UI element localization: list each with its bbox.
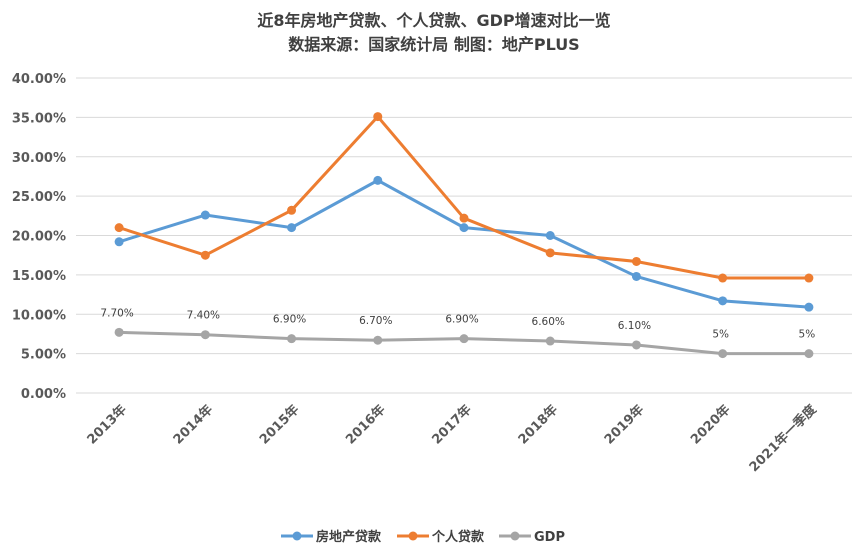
- data-point: [200, 250, 210, 260]
- data-point: [631, 256, 641, 266]
- data-point: [373, 112, 383, 122]
- x-tick-label: 2014年: [170, 402, 216, 448]
- data-point: [287, 205, 297, 215]
- data-point: [718, 273, 728, 283]
- x-tick-label: 2021年一季度: [746, 401, 820, 475]
- data-point: [545, 231, 555, 240]
- x-tick-label: 2013年: [84, 402, 130, 448]
- y-tick-label: 10.00%: [12, 308, 66, 323]
- y-tick-label: 20.00%: [12, 230, 66, 245]
- data-point: [718, 349, 728, 359]
- data-point: [459, 223, 469, 233]
- data-label: 6.90%: [273, 314, 306, 326]
- data-label: 5%: [799, 329, 816, 341]
- y-tick-label: 15.00%: [12, 269, 66, 284]
- y-tick-label: 25.00%: [12, 190, 66, 205]
- data-label: 6.60%: [532, 316, 565, 328]
- legend-entry: 房地产贷款: [281, 529, 382, 545]
- chart-title: 近8年房地产贷款、个人贷款、GDP增速对比一览: [257, 11, 610, 30]
- x-tick-label: 2015年: [256, 402, 302, 448]
- data-point: [114, 327, 124, 337]
- gridlines: [76, 77, 852, 394]
- series-0: [114, 175, 814, 312]
- y-tick-label: 35.00%: [12, 111, 66, 126]
- legend-label: GDP: [534, 530, 565, 545]
- x-tick-label: 2017年: [429, 402, 475, 448]
- data-point: [459, 213, 469, 223]
- data-point: [200, 210, 210, 220]
- legend-label: 个人贷款: [431, 529, 485, 545]
- x-tick-label: 2019年: [601, 402, 647, 448]
- data-label: 6.90%: [445, 314, 478, 326]
- data-point: [804, 302, 814, 312]
- data-label: 5%: [712, 329, 729, 341]
- data-labels: 7.70% 7.40% 6.90% 6.70% 6.90% 6.60% 6.10% 5% 5%: [100, 307, 815, 340]
- series-group: [114, 112, 814, 359]
- legend-marker: [292, 531, 302, 541]
- data-point: [459, 334, 469, 344]
- data-point: [114, 223, 124, 233]
- data-label: 7.40%: [187, 310, 220, 322]
- x-tick-label: 2016年: [343, 402, 389, 448]
- data-point: [200, 330, 210, 340]
- y-tick-label: 30.00%: [12, 151, 66, 166]
- legend-label: 房地产贷款: [316, 529, 382, 545]
- data-label: 6.70%: [359, 315, 392, 327]
- data-point: [718, 296, 728, 306]
- data-label: 7.70%: [100, 307, 133, 319]
- data-point: [287, 223, 297, 233]
- x-tick-label: 2018年: [515, 402, 561, 448]
- data-point: [114, 237, 124, 247]
- series-line: [117, 115, 811, 280]
- x-axis-ticks: 2013年 2014年 2015年 2016年 2017年 2018年 2019年 2020年…: [84, 401, 821, 475]
- legend-entry: 个人贷款: [397, 529, 485, 545]
- data-point: [545, 248, 555, 258]
- series-2: [114, 327, 814, 359]
- series-1: [114, 112, 814, 283]
- data-label: 6.10%: [618, 320, 651, 332]
- y-tick-label: 5.00%: [21, 348, 66, 363]
- data-point: [804, 349, 814, 359]
- legend-marker: [510, 531, 520, 541]
- y-tick-label: 40.00%: [12, 72, 66, 87]
- chart-subtitle: 数据来源：国家统计局 制图：地产PLUS: [288, 35, 579, 54]
- data-point: [373, 175, 383, 185]
- y-axis-ticks: 0.00% 5.00% 10.00% 15.00% 20.00% 25.00% 30.00%…: [12, 72, 66, 402]
- data-point: [631, 271, 641, 281]
- data-point: [631, 340, 641, 350]
- y-tick-label: 0.00%: [21, 387, 66, 402]
- x-tick-label: 2020年: [687, 402, 733, 448]
- data-point: [804, 273, 814, 283]
- legend-marker: [408, 531, 418, 541]
- series-line: [117, 178, 811, 309]
- data-point: [545, 336, 555, 346]
- data-point: [373, 335, 383, 345]
- legend-entry: GDP: [499, 530, 565, 545]
- data-point: [287, 334, 297, 344]
- legend: 房地产贷款 个人贷款 GDP: [281, 529, 565, 545]
